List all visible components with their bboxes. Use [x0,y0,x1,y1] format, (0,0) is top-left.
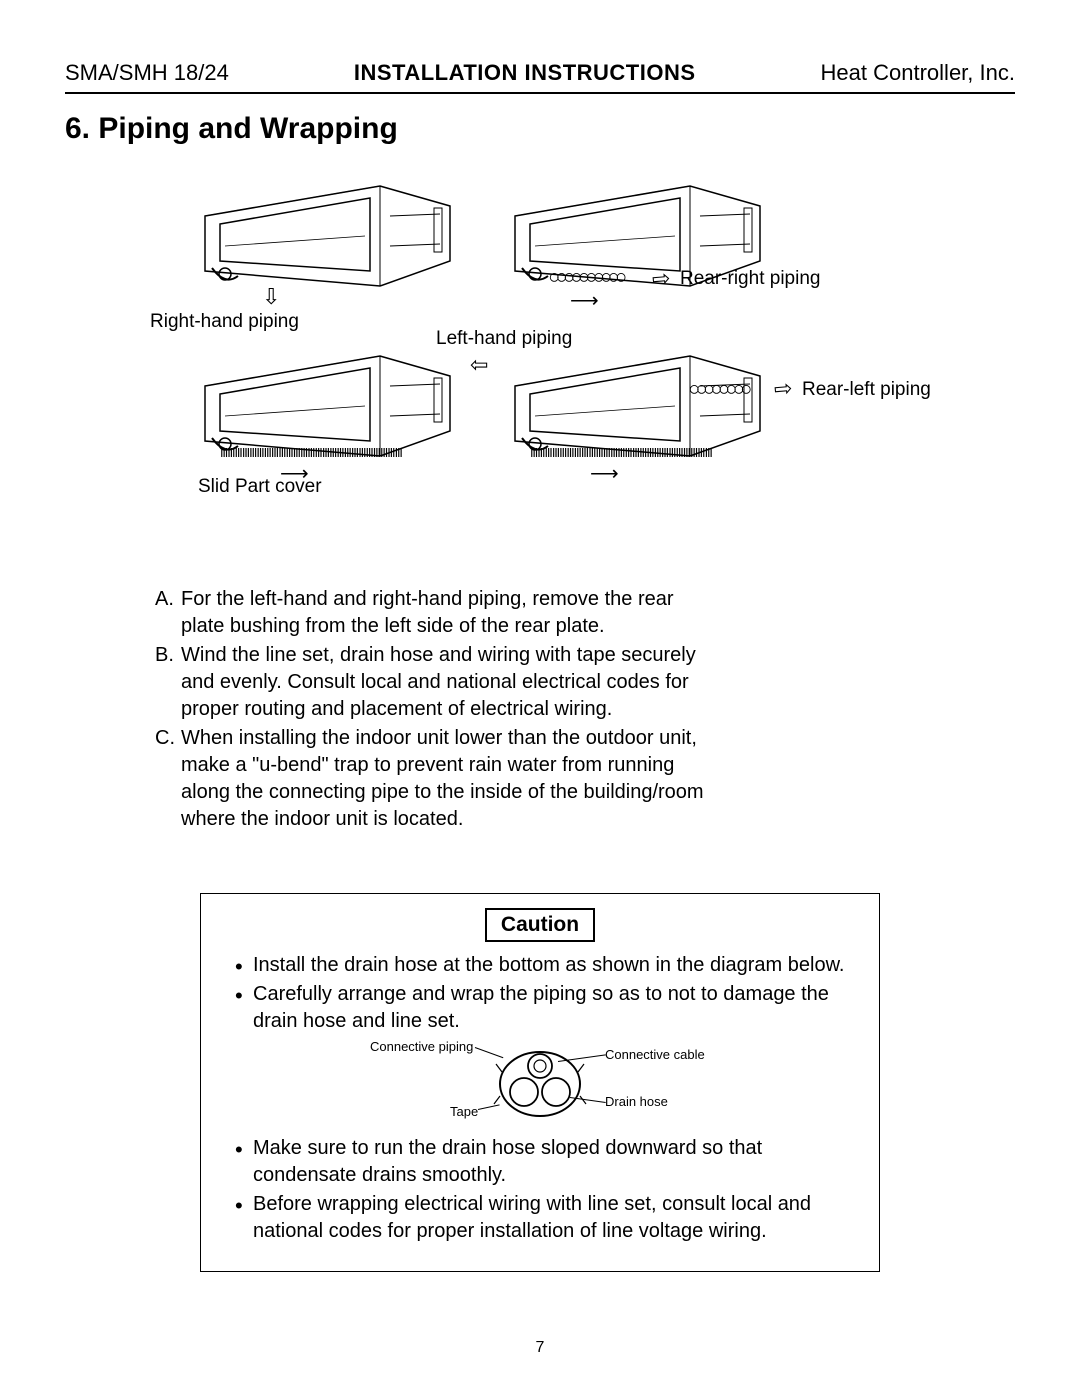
caution-item: Make sure to run the drain hose sloped d… [235,1135,865,1189]
label-drain-hose: Drain hose [605,1094,668,1109]
arrow-left-hand: ⇦ [470,352,488,378]
label-rear-right: Rear-right piping [680,268,820,290]
page-number: 7 [536,1339,545,1357]
bundle-diagram: Connective piping Connective cable Drain… [380,1039,700,1129]
caution-box: Caution Install the drain hose at the bo… [200,893,880,1272]
label-connective-cable: Connective cable [605,1047,705,1062]
header-left: SMA/SMH 18/24 [65,60,229,86]
label-right-hand: Right-hand piping [150,311,299,333]
instruction-b: B. Wind the line set, drain hose and wir… [155,642,715,723]
hash-rear-left-1: ⅢⅢⅢⅢⅢⅢⅢⅢⅢⅢⅢⅢⅢⅢⅢⅢⅢⅢⅢⅢⅢⅢⅢⅢⅢ [530,446,712,460]
arrow-rear-left: ⇨ [773,375,794,403]
piping-diagram: ⇩ Right-hand piping ◯◯◯◯◯◯◯◯◯◯ ⇨ ⟶ Rear-… [130,176,950,556]
caution-item: Carefully arrange and wrap the piping so… [235,981,865,1035]
section-title: 6. Piping and Wrapping [65,112,1015,146]
page-header: SMA/SMH 18/24 INSTALLATION INSTRUCTIONS … [65,60,1015,94]
header-center: INSTALLATION INSTRUCTIONS [354,60,696,86]
caution-title: Caution [485,908,595,942]
instruction-a: A. For the left-hand and right-hand pipi… [155,586,715,640]
label-connective-piping: Connective piping [370,1039,473,1054]
motion-arrow-1: ⟶ [570,288,599,313]
label-slid-cover: Slid Part cover [198,476,322,498]
motion-arrow-3: ⟶ [590,461,619,486]
caution-list-bottom: Make sure to run the drain hose sloped d… [215,1135,865,1245]
coil-rear-left: ◯◯◯◯◯◯◯◯ [690,381,749,397]
coil-rear-right: ◯◯◯◯◯◯◯◯◯◯ [550,269,624,285]
label-tape: Tape [450,1104,478,1119]
header-right: Heat Controller, Inc. [821,60,1015,86]
caution-item: Install the drain hose at the bottom as … [235,952,865,979]
arrow-rear-right: ⇨ [651,265,672,293]
instruction-c: C. When installing the indoor unit lower… [155,725,715,833]
caution-list-top: Install the drain hose at the bottom as … [215,952,865,1035]
unit-right-hand [200,176,460,296]
hash-left: ⅢⅢⅢⅢⅢⅢⅢⅢⅢⅢⅢⅢⅢⅢⅢⅢⅢⅢⅢⅢⅢⅢⅢⅢⅢ [220,446,402,460]
instruction-list: A. For the left-hand and right-hand pipi… [155,586,715,833]
label-rear-left: Rear-left piping [802,379,931,401]
caution-item: Before wrapping electrical wiring with l… [235,1191,865,1245]
arrow-right-hand: ⇩ [262,284,280,310]
